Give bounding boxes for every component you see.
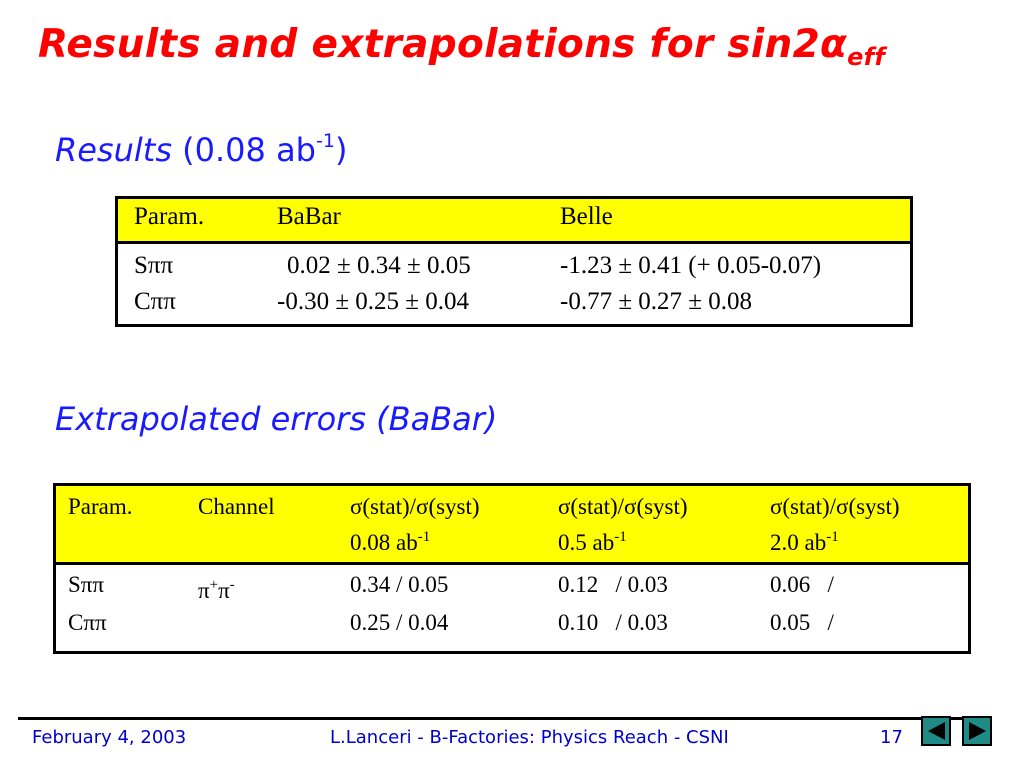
results-table: Param. BaBar Belle Sππ 0.02 ± 0.34 ± 0.0… bbox=[115, 196, 913, 327]
row-channel: π+π- bbox=[186, 564, 338, 608]
header-param-text: Param. bbox=[68, 494, 133, 519]
table-row: Cππ 0.25 / 0.04 0.10 / 0.03 0.05 / bbox=[55, 607, 970, 653]
slide-title: Results and extrapolations for sin2αeff bbox=[38, 22, 885, 71]
row-c-20: 0.05 / bbox=[770, 610, 834, 635]
extrapolation-table: Param. Channel σ(stat)/σ(syst) 0.08 ab-1 … bbox=[53, 483, 971, 654]
results-heading: Results (0.08 ab-1) bbox=[55, 130, 347, 169]
triangle-left-icon bbox=[928, 722, 945, 740]
slide-title-text: Results and extrapolations for bbox=[38, 22, 728, 67]
header-param: Param. bbox=[116, 197, 261, 244]
results-table-header: Param. BaBar Belle bbox=[116, 197, 912, 244]
header-sup: -1 bbox=[417, 529, 431, 545]
header-param: Param. bbox=[54, 484, 186, 565]
header-sup: -1 bbox=[614, 529, 627, 545]
results-heading-sup: -1 bbox=[315, 130, 335, 152]
row-belle-s: -1.23 ± 0.41 (+ 0.05-0.07) bbox=[560, 252, 822, 279]
header-babar: BaBar bbox=[261, 197, 544, 244]
row-param-c: Cππ bbox=[68, 610, 107, 635]
header-channel-text: Channel bbox=[198, 494, 275, 519]
header-channel: Channel bbox=[186, 484, 338, 565]
header-sigma: σ(stat)/σ(syst) bbox=[350, 494, 480, 519]
table-row: Cππ -0.30 ± 0.25 ± 0.04 -0.77 ± 0.27 ± 0… bbox=[117, 284, 912, 326]
row-babar-s: 0.02 ± 0.34 ± 0.05 bbox=[287, 252, 471, 279]
header-lumi-05: σ(stat)/σ(syst) 0.5 ab-1 bbox=[546, 484, 758, 565]
header-sigma: σ(stat)/σ(syst) bbox=[770, 494, 900, 519]
slide-title-subscript: eff bbox=[847, 43, 886, 71]
triangle-right-icon bbox=[969, 722, 986, 740]
extrapolation-table-header: Param. Channel σ(stat)/σ(syst) 0.08 ab-1 … bbox=[54, 484, 970, 565]
header-sigma: σ(stat)/σ(syst) bbox=[558, 494, 688, 519]
table-row: Sππ π+π- 0.34 / 0.05 0.12 / 0.03 0.06 / bbox=[55, 564, 970, 608]
header-sup: -1 bbox=[826, 529, 839, 545]
header-lumi-20: σ(stat)/σ(syst) 2.0 ab-1 bbox=[758, 484, 970, 565]
row-channel-empty bbox=[186, 607, 338, 653]
next-slide-button[interactable] bbox=[962, 716, 992, 746]
channel-pi: π bbox=[198, 578, 210, 603]
row-s-20: 0.06 / bbox=[770, 572, 834, 597]
row-s-05: 0.12 / 0.03 bbox=[558, 572, 668, 597]
table-row: Sππ 0.02 ± 0.34 ± 0.05 -1.23 ± 0.41 (+ 0… bbox=[117, 243, 912, 285]
row-c-008: 0.25 / 0.04 bbox=[350, 610, 449, 635]
header-lumi-008: σ(stat)/σ(syst) 0.08 ab-1 bbox=[338, 484, 546, 565]
page-number: 17 bbox=[880, 727, 903, 748]
results-heading-lumi: (0.08 ab bbox=[182, 131, 316, 169]
header-lumi: 0.08 ab bbox=[350, 530, 418, 555]
row-param-s: Sππ bbox=[68, 572, 105, 597]
footer-date: February 4, 2003 bbox=[32, 727, 187, 748]
row-s-008: 0.34 / 0.05 bbox=[350, 572, 449, 597]
row-babar-c: -0.30 ± 0.25 ± 0.04 bbox=[277, 288, 470, 315]
row-param-c: Cππ bbox=[134, 288, 176, 315]
channel-pi: π bbox=[218, 578, 230, 603]
header-lumi: 0.5 ab bbox=[558, 530, 615, 555]
channel-plus: + bbox=[209, 577, 219, 593]
footer-title: L.Lanceri - B-Factories: Physics Reach -… bbox=[330, 727, 729, 748]
results-heading-close: ) bbox=[334, 131, 348, 169]
header-lumi: 2.0 ab bbox=[770, 530, 827, 555]
header-belle: Belle bbox=[544, 197, 912, 244]
row-param-s: Sππ bbox=[134, 252, 174, 279]
extrapolated-heading: Extrapolated errors (BaBar) bbox=[55, 400, 498, 438]
previous-slide-button[interactable] bbox=[921, 716, 951, 746]
row-belle-c: -0.77 ± 0.27 ± 0.08 bbox=[560, 288, 753, 315]
channel-minus: - bbox=[229, 577, 235, 593]
results-heading-label: Results bbox=[55, 131, 183, 169]
footer-divider bbox=[18, 717, 990, 720]
slide-title-sin: sin2α bbox=[727, 22, 848, 67]
row-c-05: 0.10 / 0.03 bbox=[558, 610, 668, 635]
